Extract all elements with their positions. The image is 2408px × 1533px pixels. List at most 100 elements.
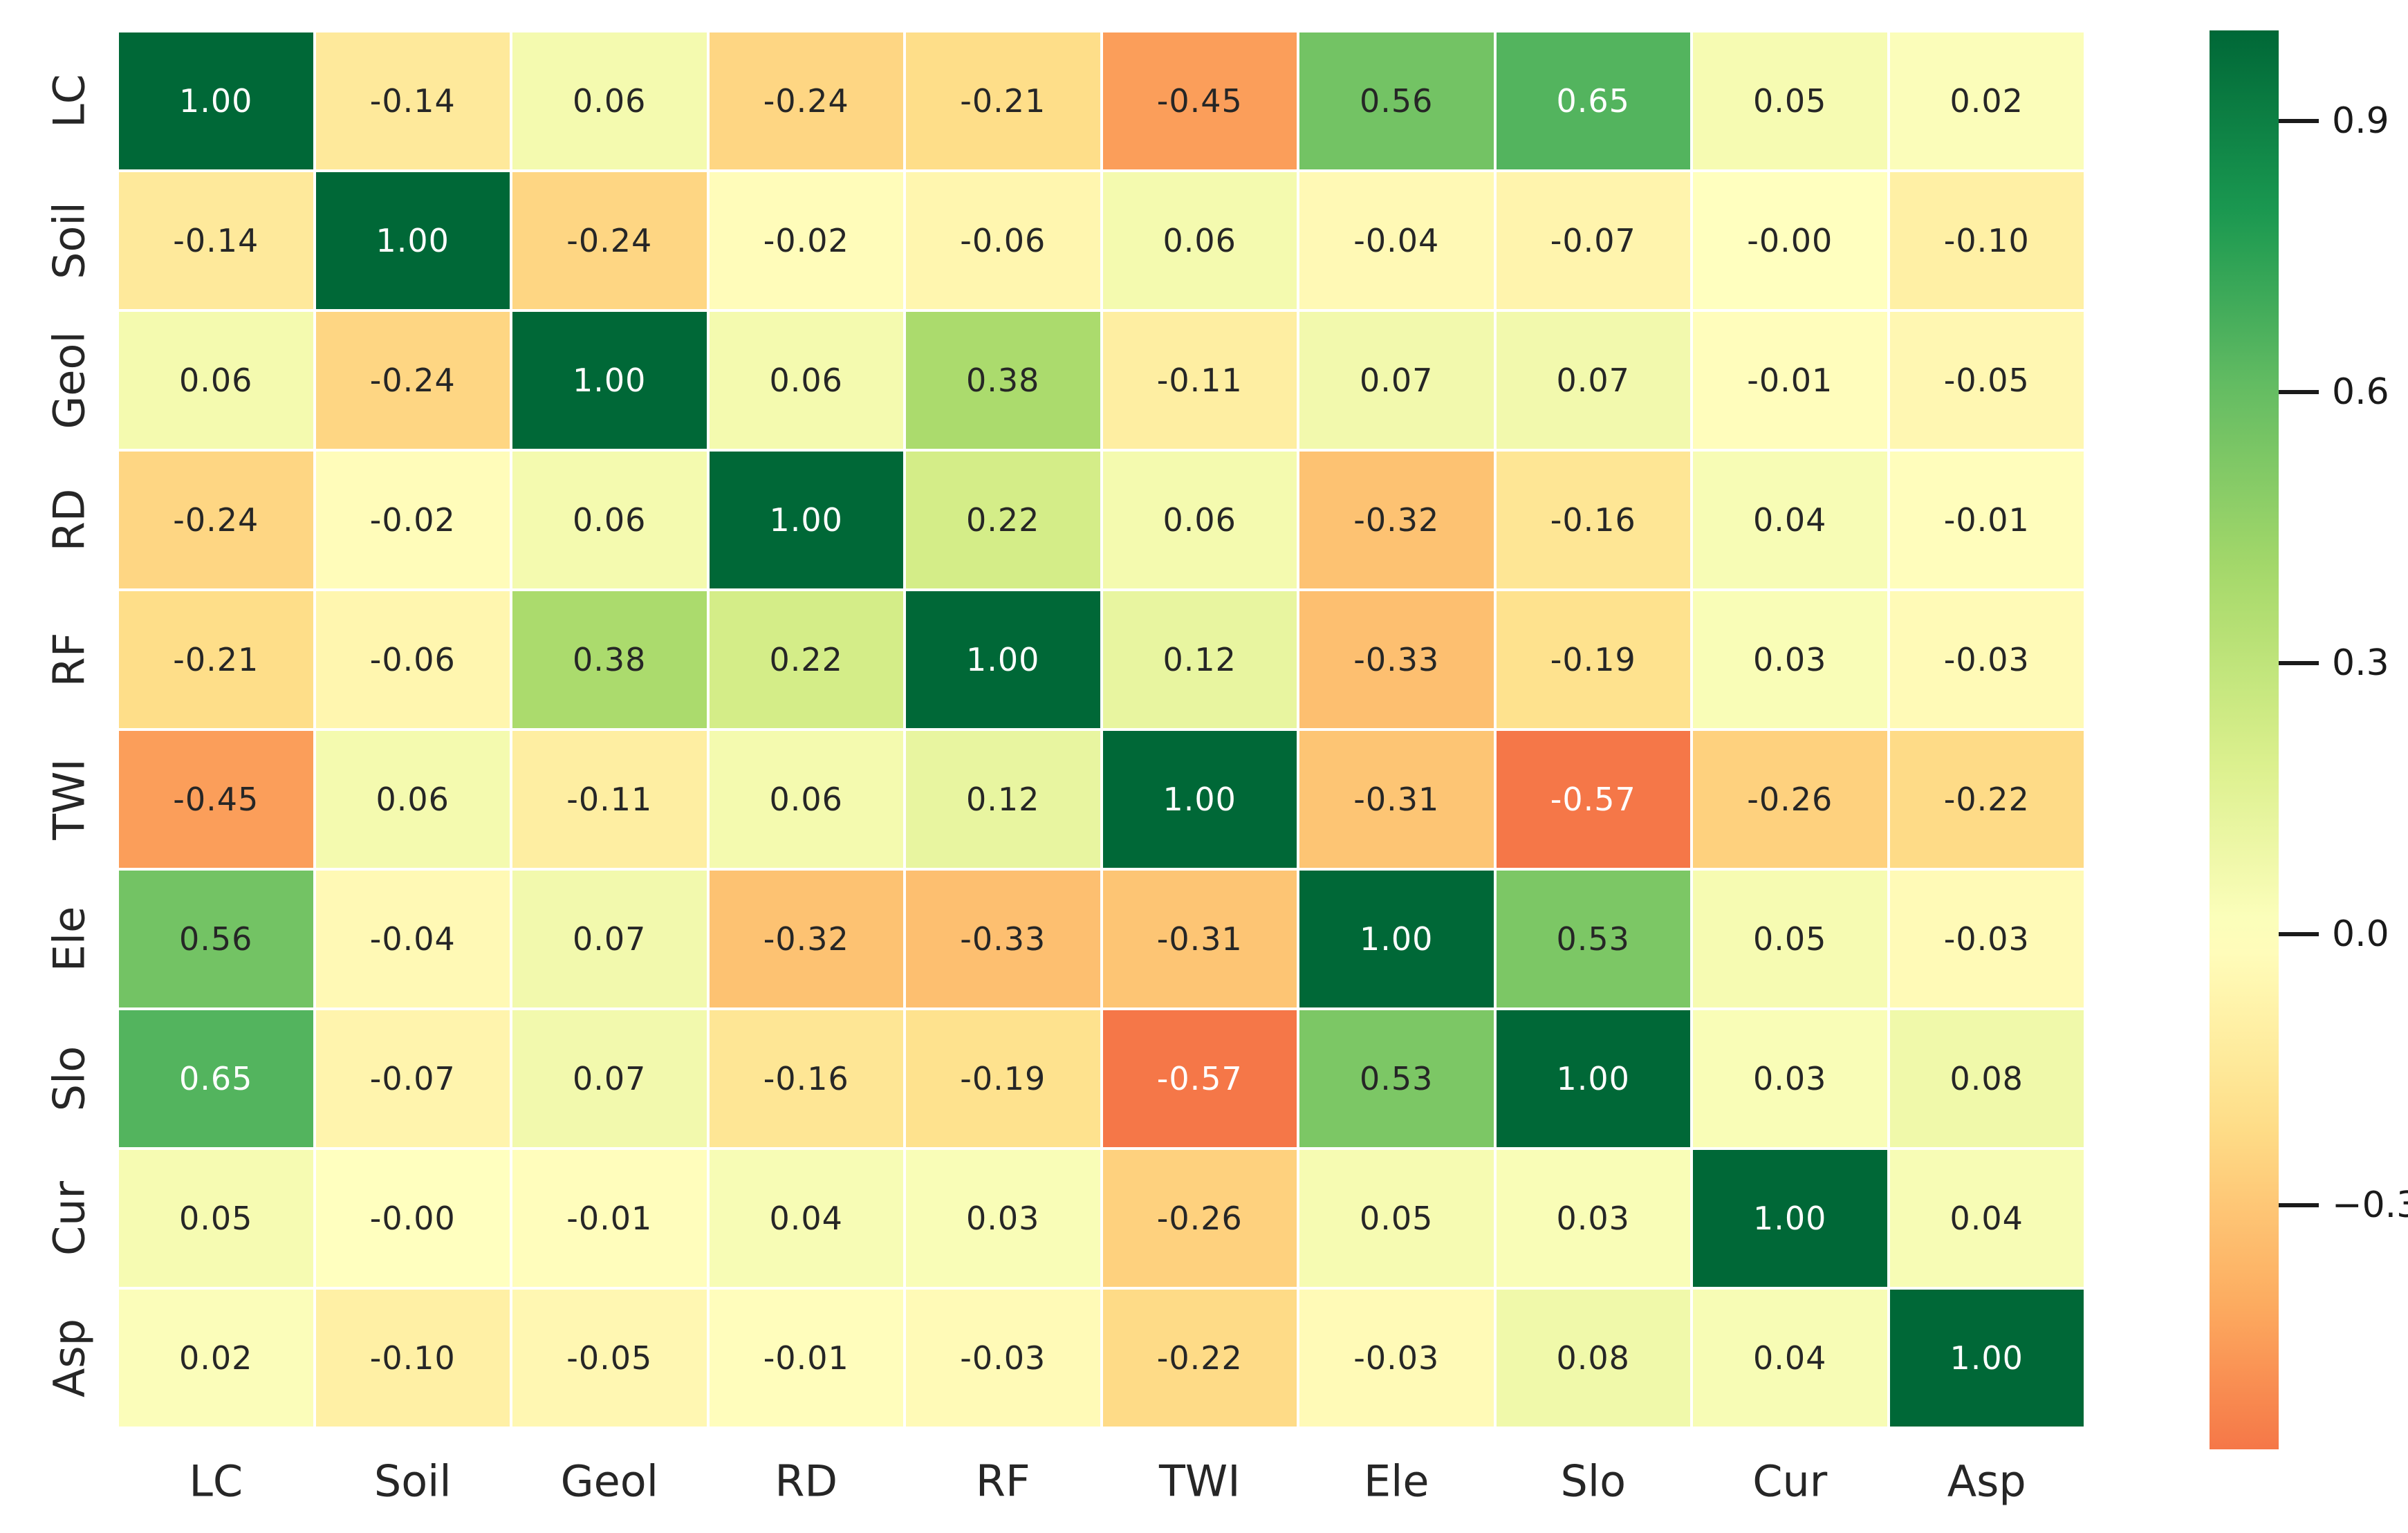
heatmap-cell: -0.11: [1102, 312, 1297, 449]
heatmap-cell: 0.06: [512, 32, 707, 169]
heatmap-cell: -0.24: [709, 32, 903, 169]
heatmap-cell: -0.03: [1889, 871, 2084, 1007]
heatmap-cell: 0.02: [1889, 32, 2084, 169]
y-axis-label-lc: LC: [44, 74, 95, 128]
y-axis-label-cur: Cur: [44, 1180, 95, 1256]
heatmap-cell: 1.00: [512, 312, 707, 449]
heatmap-cell: -0.03: [906, 1290, 1100, 1427]
heatmap-cell: -0.05: [1889, 312, 2084, 449]
heatmap-cell: -0.05: [512, 1290, 707, 1427]
heatmap-cell: -0.31: [1299, 731, 1494, 868]
colorbar-tick-mark: [2279, 660, 2319, 665]
heatmap-cell: 0.22: [709, 591, 903, 728]
heatmap-cell: -0.32: [709, 871, 903, 1007]
x-axis-label-soil: Soil: [373, 1456, 452, 1507]
heatmap-grid: 1.00 -0.14 0.06 -0.24 -0.21 -0.45 0.56 0.65 0.05…: [118, 31, 2085, 1428]
heatmap-cell: -0.03: [1299, 1290, 1494, 1427]
heatmap-cell: -0.10: [1889, 172, 2084, 309]
x-axis-label-twi: TWI: [1159, 1456, 1241, 1507]
heatmap-cell: -0.31: [1102, 871, 1297, 1007]
heatmap-cell: 0.04: [1693, 1290, 1887, 1427]
heatmap-cell: 0.04: [1693, 452, 1887, 588]
heatmap-cell: -0.26: [1102, 1150, 1297, 1287]
heatmap-cell: 0.05: [1299, 1150, 1494, 1287]
heatmap-cell: 0.07: [1496, 312, 1690, 449]
heatmap-cell: -0.01: [1889, 452, 2084, 588]
x-axis-label-geol: Geol: [560, 1456, 658, 1507]
x-axis-label-asp: Asp: [1947, 1456, 2026, 1507]
heatmap-cell: 0.06: [709, 312, 903, 449]
heatmap-cell: 1.00: [1102, 731, 1297, 868]
heatmap-cell: -0.03: [1889, 591, 2084, 728]
heatmap-cell: 0.06: [512, 452, 707, 588]
heatmap-cell: 0.06: [315, 731, 510, 868]
heatmap-cell: 0.38: [906, 312, 1100, 449]
colorbar-tick-label: 0.9: [2332, 100, 2389, 142]
heatmap-cell: -0.04: [315, 871, 510, 1007]
heatmap-cell: -0.21: [119, 591, 313, 728]
heatmap-cell: 0.03: [1693, 1010, 1887, 1147]
x-axis-label-rf: RF: [975, 1456, 1030, 1507]
heatmap-cell: 0.56: [119, 871, 313, 1007]
heatmap-cell: 0.05: [1693, 871, 1887, 1007]
y-axis-label-asp: Asp: [44, 1318, 95, 1398]
heatmap-cell: 1.00: [1889, 1290, 2084, 1427]
heatmap-cell: 1.00: [1299, 871, 1494, 1007]
heatmap-cell: 0.05: [119, 1150, 313, 1287]
heatmap-cell: -0.57: [1102, 1010, 1297, 1147]
heatmap-cell: -0.01: [512, 1150, 707, 1287]
heatmap-cell: 0.06: [709, 731, 903, 868]
heatmap-cell: 0.04: [1889, 1150, 2084, 1287]
heatmap-cell: -0.24: [119, 452, 313, 588]
heatmap-cell: -0.11: [512, 731, 707, 868]
heatmap-cell: 0.07: [512, 871, 707, 1007]
heatmap-cell: 0.12: [906, 731, 1100, 868]
heatmap-cell: 0.07: [512, 1010, 707, 1147]
heatmap-cell: 1.00: [119, 32, 313, 169]
heatmap-cell: 0.04: [709, 1150, 903, 1287]
x-axis-label-ele: Ele: [1363, 1456, 1429, 1507]
heatmap-cell: 0.65: [119, 1010, 313, 1147]
colorbar-tick-label: 0.0: [2332, 913, 2389, 955]
heatmap-cell: 0.38: [512, 591, 707, 728]
heatmap-cell: 0.53: [1496, 871, 1690, 1007]
heatmap-cell: -0.14: [119, 172, 313, 309]
heatmap-cell: 0.22: [906, 452, 1100, 588]
heatmap-cell: 0.06: [1102, 172, 1297, 309]
heatmap-cell: 0.08: [1889, 1010, 2084, 1147]
heatmap-cell: 0.03: [1693, 591, 1887, 728]
heatmap-cell: 0.06: [1102, 452, 1297, 588]
heatmap-cell: 1.00: [1693, 1150, 1887, 1287]
heatmap-cell: -0.45: [119, 731, 313, 868]
y-axis-label-rd: RD: [44, 488, 95, 552]
y-axis-label-soil: Soil: [44, 202, 95, 279]
heatmap-cell: -0.02: [315, 452, 510, 588]
heatmap-cell: -0.07: [1496, 172, 1690, 309]
heatmap-cell: -0.01: [709, 1290, 903, 1427]
y-axis-label-twi: TWI: [44, 759, 95, 840]
heatmap-cell: 0.56: [1299, 32, 1494, 169]
heatmap-cell: -0.16: [1496, 452, 1690, 588]
colorbar-tick-mark: [2279, 118, 2319, 123]
heatmap-cell: -0.24: [315, 312, 510, 449]
heatmap-cell: -0.33: [1299, 591, 1494, 728]
heatmap-cell: 0.03: [1496, 1150, 1690, 1287]
heatmap-cell: -0.21: [906, 32, 1100, 169]
colorbar-tick-mark: [2279, 389, 2319, 394]
colorbar-tick-label: 0.3: [2332, 642, 2389, 684]
heatmap-cell: -0.19: [906, 1010, 1100, 1147]
y-axis-label-geol: Geol: [44, 331, 95, 429]
heatmap-cell: -0.22: [1889, 731, 2084, 868]
x-axis-label-rd: RD: [775, 1456, 838, 1507]
heatmap-cell: -0.07: [315, 1010, 510, 1147]
colorbar-tick-mark: [2279, 932, 2319, 936]
heatmap-cell: 1.00: [709, 452, 903, 588]
y-axis-label-ele: Ele: [44, 906, 95, 972]
colorbar-tick-label: −0.3: [2332, 1184, 2408, 1227]
heatmap-cell: -0.33: [906, 871, 1100, 1007]
y-axis-label-rf: RF: [44, 632, 95, 687]
colorbar-tick-label: 0.6: [2332, 371, 2389, 413]
heatmap-cell: 0.05: [1693, 32, 1887, 169]
heatmap-cell: -0.06: [315, 591, 510, 728]
heatmap-cell: -0.22: [1102, 1290, 1297, 1427]
